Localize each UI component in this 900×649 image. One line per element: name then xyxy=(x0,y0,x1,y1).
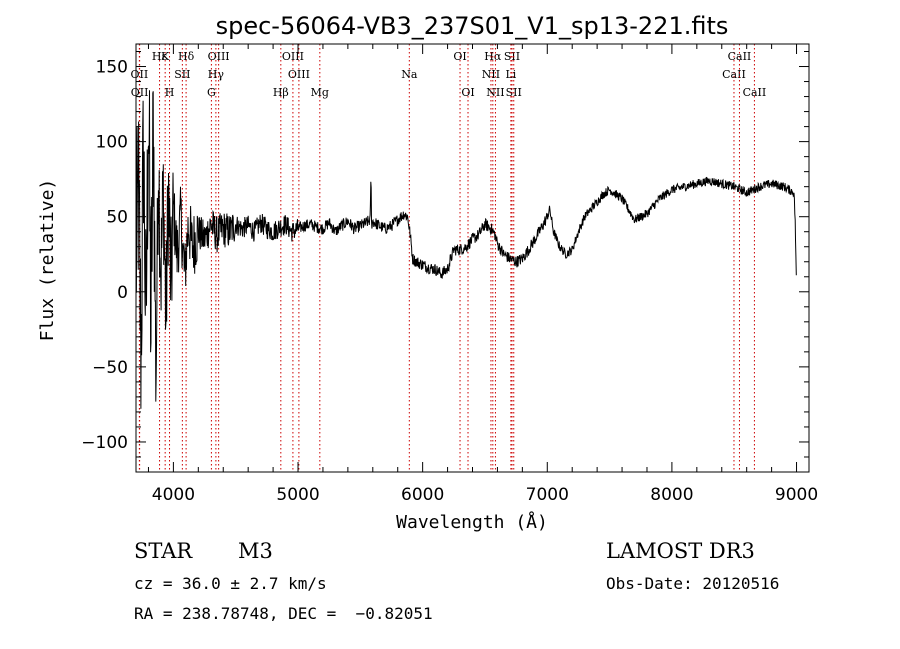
emission-line-label: H xyxy=(165,86,175,99)
emission-line-label: Na xyxy=(401,68,418,81)
emission-line-label: OIII xyxy=(288,68,310,81)
emission-line-label: OII xyxy=(131,68,149,81)
object-subclass: M3 xyxy=(238,539,273,563)
spectrum-series xyxy=(136,90,797,409)
coordinates: RA = 238.78748, DEC = −0.82051 xyxy=(134,604,433,623)
y-tick-label: 0 xyxy=(117,283,128,303)
object-class: STAR xyxy=(134,539,193,563)
emission-line-label: OI xyxy=(461,86,474,99)
emission-line-label: CaII xyxy=(722,68,746,81)
emission-line-label: NII xyxy=(482,68,500,81)
y-tick-label: 150 xyxy=(96,58,128,78)
emission-line-label: OI xyxy=(453,50,466,63)
emission-line-label: CaII xyxy=(743,86,767,99)
y-tick-label: 100 xyxy=(96,133,128,153)
y-tick-label: −50 xyxy=(92,358,128,378)
spectrum-line xyxy=(136,90,797,409)
x-axis-label: Wavelength (Å) xyxy=(396,511,548,533)
emission-line-label: SII xyxy=(506,86,522,99)
x-tick-label: 5000 xyxy=(276,485,319,505)
emission-line-label: G xyxy=(207,86,216,99)
plot-frame xyxy=(135,43,810,473)
emission-line-label: OIII xyxy=(282,50,304,63)
emission-line-label: CaII xyxy=(728,50,752,63)
y-tick-label: −100 xyxy=(81,433,128,453)
survey-name: LAMOST DR3 xyxy=(606,539,755,563)
emission-line-label: Hβ xyxy=(273,86,289,99)
emission-line-label: Hδ xyxy=(178,50,195,63)
obs-date: Obs-Date: 20120516 xyxy=(606,574,780,593)
x-tick-label: 6000 xyxy=(401,485,444,505)
emission-line-label: SII xyxy=(174,68,190,81)
emission-line-label: Hε xyxy=(152,50,168,63)
redshift-text: cz = 36.0 ± 2.7 km/s xyxy=(134,574,327,593)
axis-ticks: 4000 5000 6000 7000 8000 9000 −100 −50 0 50 100 150 xyxy=(81,44,818,505)
emission-line-label: Hγ xyxy=(208,68,225,81)
emission-line-label: OII xyxy=(131,86,149,99)
x-tick-label: 9000 xyxy=(775,485,818,505)
emission-line-label: Li xyxy=(505,68,516,81)
emission-line-label: SII xyxy=(504,50,520,63)
x-tick-label: 7000 xyxy=(526,485,569,505)
chart-title: spec-56064-VB3_237S01_V1_sp13-221.fits xyxy=(216,12,729,40)
x-tick-label: 8000 xyxy=(650,485,693,505)
y-axis-label: Flux (relative) xyxy=(37,179,58,342)
y-tick-label: 50 xyxy=(106,208,128,228)
emission-line-label: Hα xyxy=(484,50,502,63)
x-tick-label: 4000 xyxy=(152,485,195,505)
emission-line-label: OIII xyxy=(208,50,230,63)
emission-line-label: Mg xyxy=(311,86,329,99)
emission-line-label: K xyxy=(161,50,170,63)
emission-line-label: NII xyxy=(486,86,504,99)
